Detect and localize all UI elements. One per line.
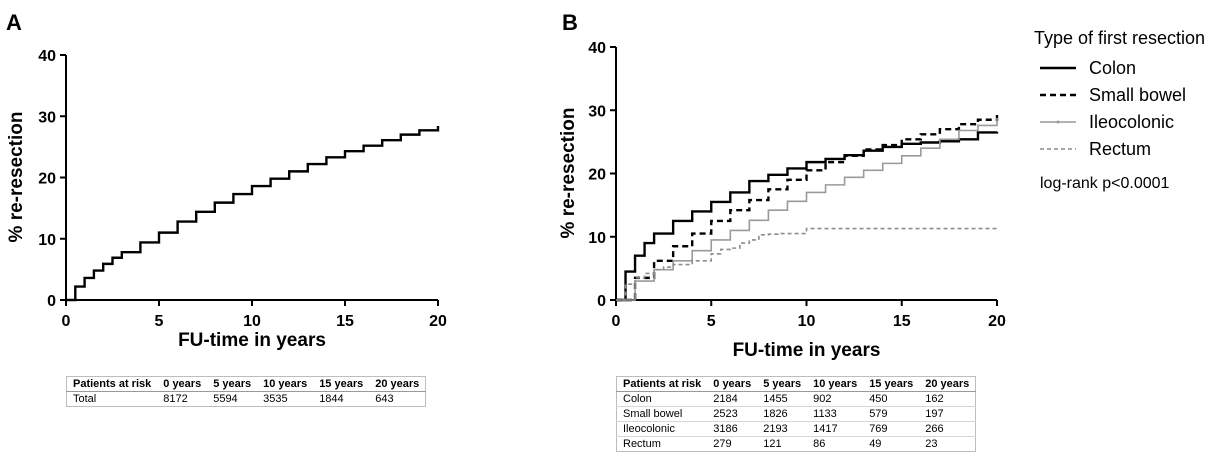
risk-table-cell: Small bowel — [616, 406, 708, 422]
risk-table-header-cell: 0 years — [707, 376, 758, 392]
x-tick-label: 15 — [336, 313, 354, 330]
legend-label: Colon — [1089, 58, 1136, 78]
risk-table-cell: 643 — [369, 391, 427, 407]
x-tick-label: 5 — [707, 313, 716, 330]
legend-title: Type of first resection — [1034, 28, 1205, 48]
y-tick-label: 30 — [588, 103, 606, 120]
risk-table-cell: 1417 — [807, 421, 864, 437]
risk-table-header-cell: 20 years — [919, 376, 977, 392]
risk-table-cell: 23 — [919, 436, 977, 452]
risk-table-cell: Ileocolonic — [616, 421, 708, 437]
risk-table-cell: 266 — [919, 421, 977, 437]
y-tick-label: 20 — [588, 167, 606, 184]
risk-table-a: Patients at risk 0 years 5 years 10 years 15… — [66, 376, 427, 407]
risk-table-header-cell: 10 years — [807, 376, 864, 392]
risk-table-cell: 902 — [807, 391, 864, 407]
x-axis-label: FU-time in years — [178, 330, 326, 351]
y-tick-label: 10 — [588, 230, 606, 247]
risk-table-cell: 3535 — [257, 391, 314, 407]
risk-table-cell: 769 — [863, 421, 920, 437]
risk-table-cell: Total — [66, 391, 158, 407]
risk-table-row: Ileocolonic 3186 2193 1417 769 266 — [616, 421, 977, 437]
y-tick-label: 30 — [38, 109, 56, 126]
x-tick-label: 10 — [798, 313, 816, 330]
risk-table-cell: 1133 — [807, 406, 864, 422]
risk-table-header-cell: 5 years — [207, 376, 258, 392]
risk-table-cell: 86 — [807, 436, 864, 452]
y-tick-label: 40 — [38, 48, 56, 65]
risk-table-b: Patients at risk 0 years 5 years 10 years 15… — [616, 376, 977, 452]
risk-table-header-cell: 15 years — [313, 376, 370, 392]
panel-letter: A — [6, 10, 22, 35]
legend-annotation: log-rank p<0.0001 — [1040, 175, 1170, 192]
risk-table-cell: 8172 — [157, 391, 208, 407]
chart-b-svg: B 0 5 10 15 20 0 10 20 30 40 FU-time in years % re-r… — [558, 10, 1205, 361]
series-line-rectum — [616, 227, 997, 301]
risk-table-cell: 2193 — [757, 421, 808, 437]
risk-table-cell: 197 — [919, 406, 977, 422]
x-tick-label: 20 — [988, 313, 1006, 330]
risk-table-header-cell: 15 years — [863, 376, 920, 392]
risk-table-cell: 579 — [863, 406, 920, 422]
risk-table-row: Small bowel 2523 1826 1133 579 197 — [616, 406, 977, 422]
risk-table-row: Colon 2184 1455 902 450 162 — [616, 391, 977, 407]
risk-table-cell: 49 — [863, 436, 920, 452]
risk-table-cell: 2184 — [707, 391, 758, 407]
risk-table-cell: 1826 — [757, 406, 808, 422]
series-line-ileocolonic — [616, 117, 998, 301]
chart-a-svg: A 0 5 10 15 20 0 10 20 30 40 FU-time in years % re-r… — [6, 10, 447, 351]
y-axis-label: % re-resection — [558, 108, 579, 239]
risk-table-cell: 121 — [757, 436, 808, 452]
legend-label: Ileocolonic — [1089, 112, 1174, 132]
panel-letter: B — [562, 10, 578, 35]
risk-table-header: Patients at risk 0 years 5 years 10 years 15… — [66, 376, 427, 392]
x-tick-label: 20 — [429, 313, 447, 330]
risk-table-cell: 3186 — [707, 421, 758, 437]
x-tick-label: 0 — [62, 313, 71, 330]
risk-table-cell: Rectum — [616, 436, 708, 452]
y-axis-label: % re-resection — [6, 112, 27, 243]
y-tick-label: 0 — [597, 293, 606, 310]
risk-table-cell: 2523 — [707, 406, 758, 422]
risk-table-cell: 1844 — [313, 391, 370, 407]
risk-table-cell: 279 — [707, 436, 758, 452]
risk-table-header-cell: 5 years — [757, 376, 808, 392]
panel-b: B 0 5 10 15 20 0 10 20 30 40 FU-time in years % re-r… — [558, 0, 1231, 464]
series-line-small-bowel — [616, 114, 999, 302]
x-axis-label: FU-time in years — [733, 340, 881, 361]
risk-table-header-cell: Patients at risk — [66, 376, 158, 392]
risk-table-header: Patients at risk 0 years 5 years 10 years 15… — [616, 376, 977, 392]
risk-table-row: Rectum 279 121 86 49 23 — [616, 436, 977, 452]
legend-label: Rectum — [1089, 139, 1151, 159]
y-tick-label: 0 — [47, 293, 56, 310]
risk-table-cell: Colon — [616, 391, 708, 407]
risk-table-cell: 1455 — [757, 391, 808, 407]
x-tick-label: 15 — [893, 313, 911, 330]
x-tick-label: 0 — [612, 313, 621, 330]
risk-table-row: Total 8172 5594 3535 1844 643 — [66, 391, 427, 407]
risk-table-cell: 162 — [919, 391, 977, 407]
y-tick-label: 10 — [38, 232, 56, 249]
risk-table-header-cell: 10 years — [257, 376, 314, 392]
legend-label: Small bowel — [1089, 85, 1186, 105]
risk-table-header-cell: 0 years — [157, 376, 208, 392]
risk-table-header-cell: 20 years — [369, 376, 427, 392]
x-tick-label: 10 — [243, 313, 261, 330]
legend-marker — [1056, 120, 1060, 124]
risk-table-header-cell: Patients at risk — [616, 376, 708, 392]
series-line — [66, 126, 440, 302]
risk-table-cell: 450 — [863, 391, 920, 407]
y-tick-label: 40 — [588, 40, 606, 57]
risk-table-cell: 5594 — [207, 391, 258, 407]
y-tick-label: 20 — [38, 171, 56, 188]
series-line-colon — [616, 131, 999, 302]
panel-a: A 0 5 10 15 20 0 10 20 30 40 FU-time in years % re-r… — [0, 0, 600, 464]
x-tick-label: 5 — [155, 313, 164, 330]
